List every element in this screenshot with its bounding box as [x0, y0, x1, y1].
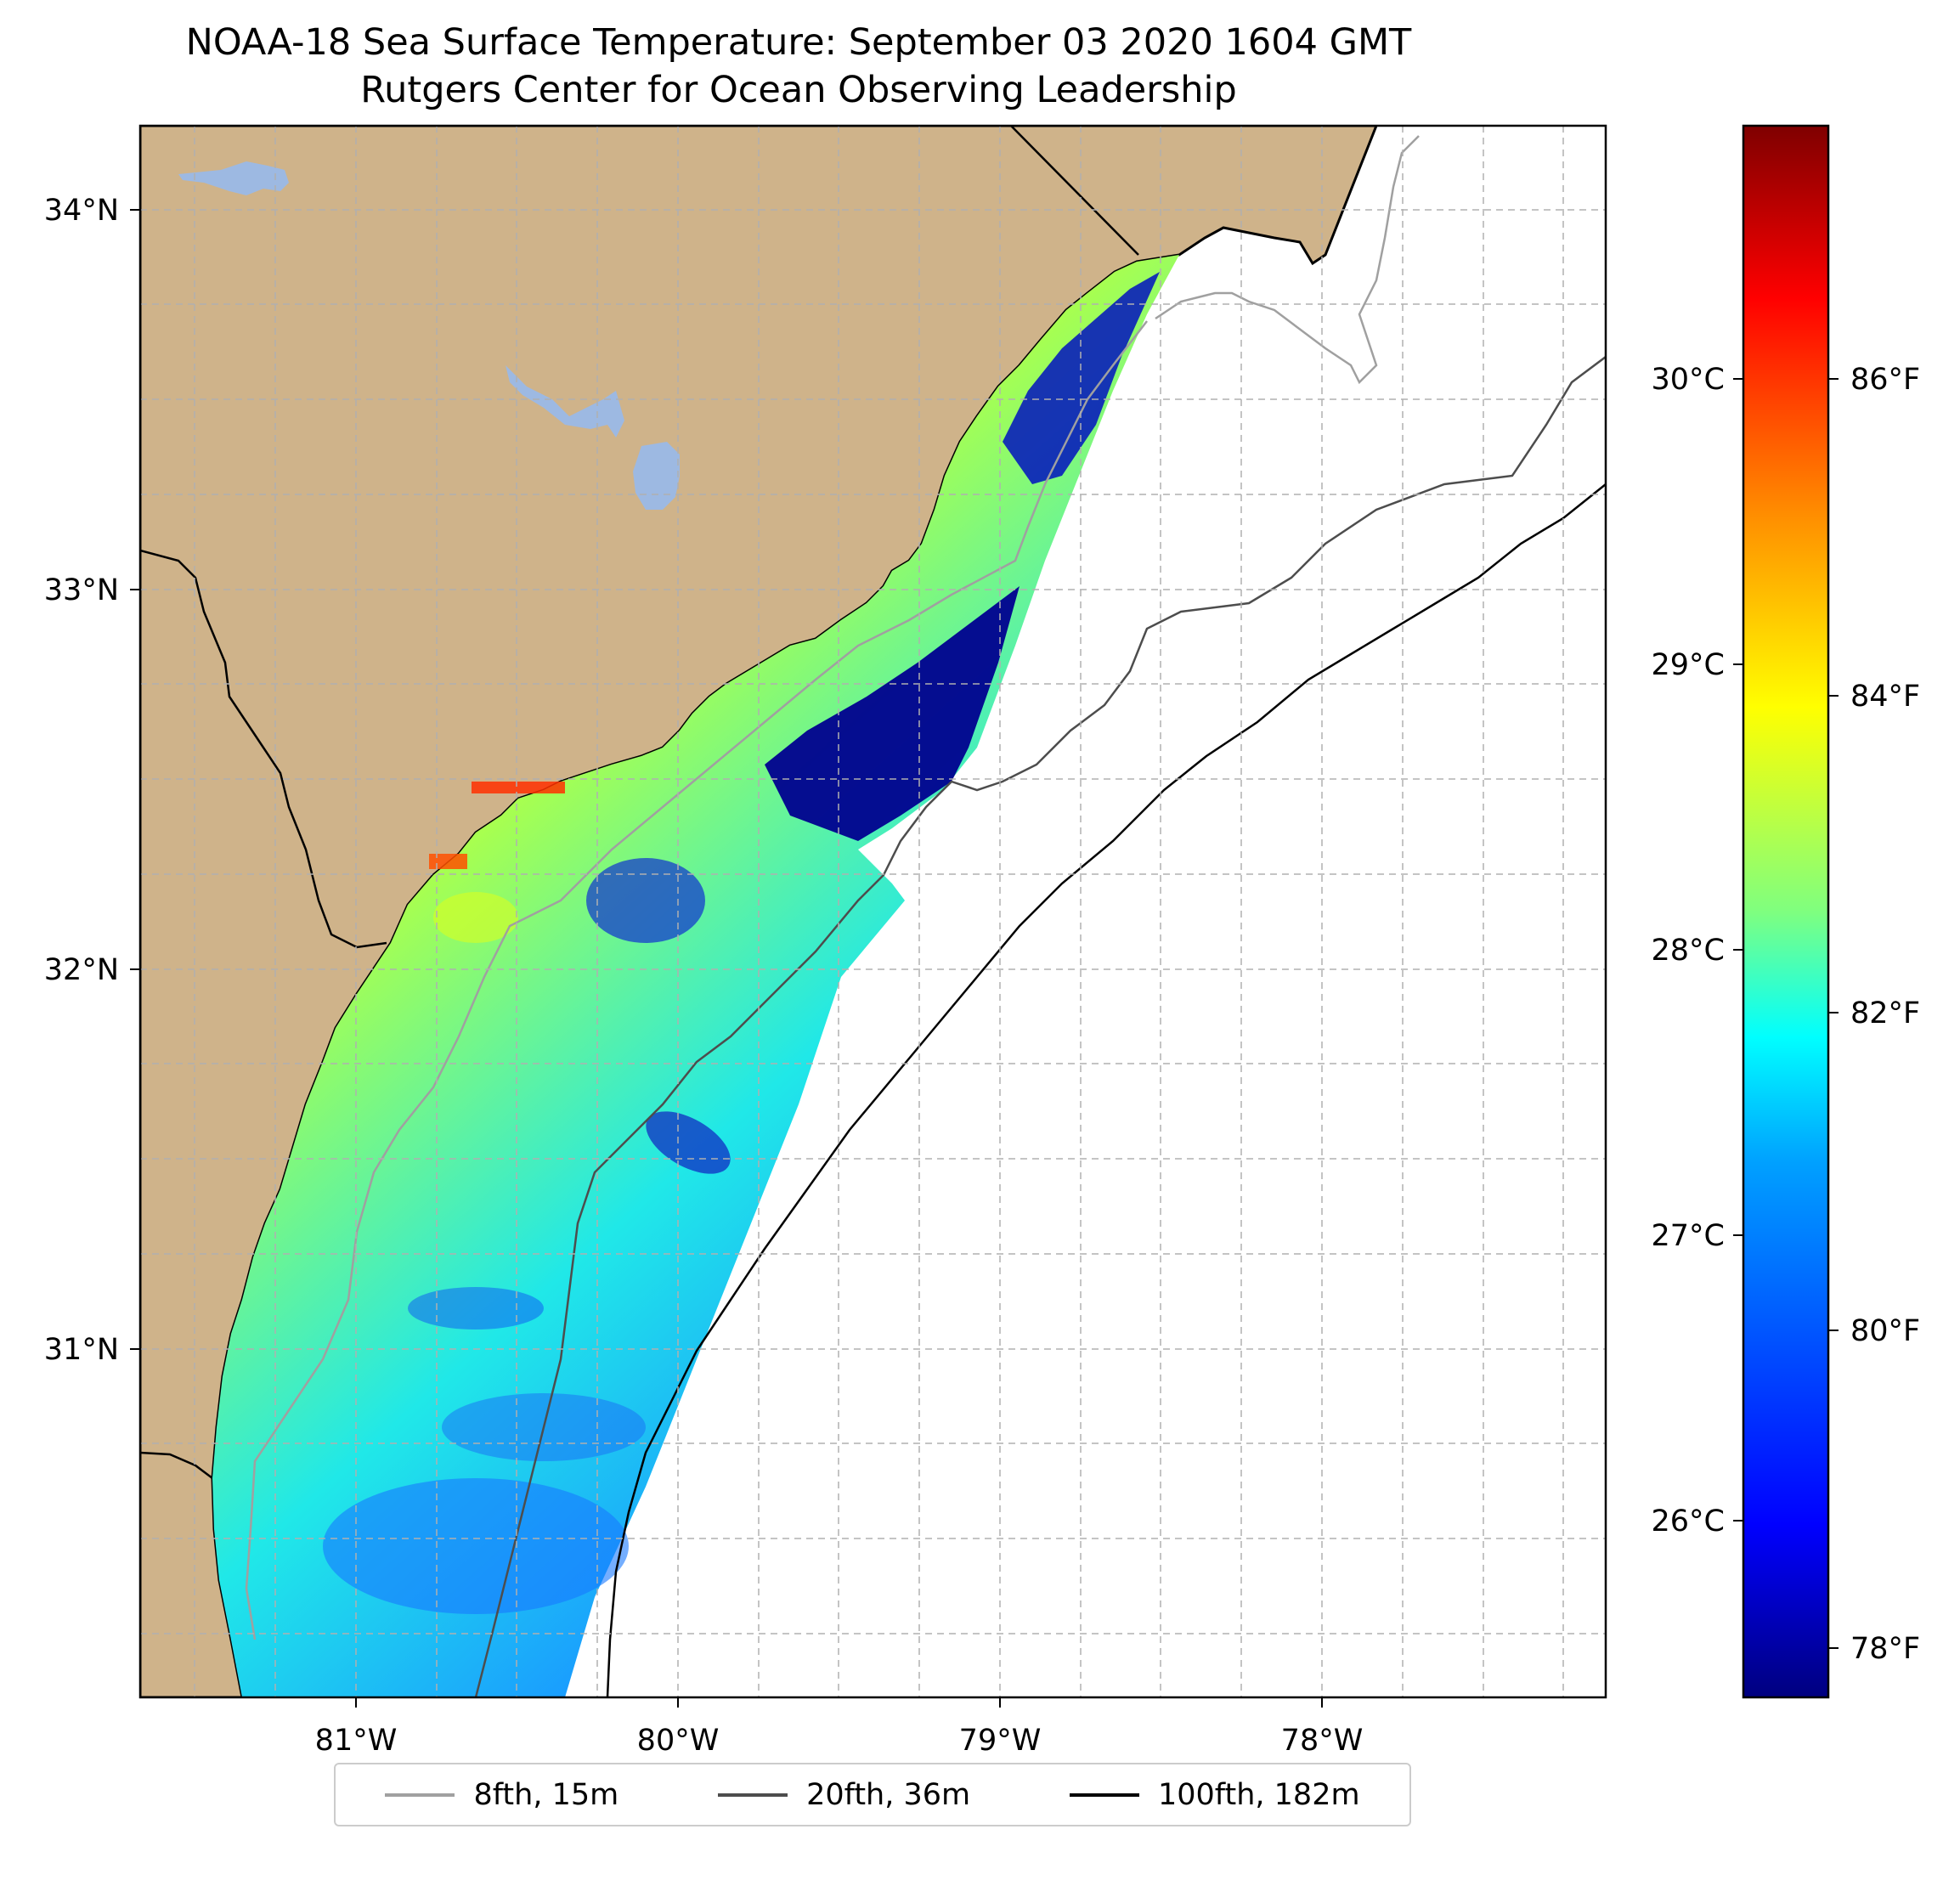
y-tick-label: 33°N [44, 573, 119, 607]
y-tick-label: 32°N [44, 953, 119, 987]
colorbar-c-label: 28°C [1652, 934, 1725, 968]
lake-upper [178, 161, 289, 195]
isobath-20fth [474, 356, 1606, 1697]
isobath-legend: 8fth, 15m 20fth, 36m 100fth, 182m [334, 1763, 1411, 1826]
sst-swath [212, 255, 1179, 1697]
colorbar-f-label: 82°F [1850, 996, 1920, 1030]
legend-item-8fth: 8fth, 15m [385, 1778, 619, 1812]
map-title: NOAA-18 Sea Surface Temperature: Septemb… [0, 19, 1597, 114]
legend-item-20fth: 20fth, 36m [718, 1778, 970, 1812]
x-tick-label: 79°W [959, 1724, 1042, 1758]
legend-label-20fth: 20fth, 36m [806, 1777, 971, 1812]
isobath-8fth [245, 320, 1148, 1640]
legend-label-8fth: 8fth, 15m [473, 1777, 619, 1812]
legend-swatch-8fth [385, 1792, 455, 1797]
nc-sc-border [1010, 126, 1139, 256]
legend-swatch-100fth [1069, 1792, 1139, 1797]
colorbar-c-label: 29°C [1652, 648, 1725, 682]
legend-item-100fth: 100fth, 182m [1069, 1777, 1360, 1812]
sst-warm-nearshore [433, 892, 518, 943]
lake-marion [506, 365, 624, 438]
x-tick-label: 78°W [1281, 1724, 1364, 1758]
y-tick-label: 34°N [44, 194, 119, 228]
river-savannah [140, 1451, 213, 1479]
legend-label-100fth: 100fth, 182m [1157, 1777, 1360, 1812]
x-axis-ticks [355, 1697, 1323, 1708]
gridlines [140, 126, 1606, 1697]
title-line-2: Rutgers Center for Ocean Observing Leade… [360, 69, 1237, 111]
colorbar-f-label: 84°F [1850, 680, 1920, 714]
title-line-1: NOAA-18 Sea Surface Temperature: Septemb… [185, 21, 1412, 64]
sst-cool-patch-2 [323, 1478, 629, 1614]
sst-cool-patch-1 [408, 1287, 544, 1330]
sst-cold-eddy-2 [646, 1111, 731, 1174]
x-tick-label: 80°W [637, 1724, 720, 1758]
x-tick-label: 81°W [315, 1724, 398, 1758]
colorbar-f-label: 86°F [1850, 363, 1920, 397]
legend-swatch-20fth [718, 1792, 788, 1797]
colorbar-c-label: 26°C [1652, 1505, 1725, 1538]
colorbar-f-label: 78°F [1850, 1632, 1920, 1666]
colorbar-f-label: 80°F [1850, 1314, 1920, 1348]
lake-moultrie [633, 442, 680, 510]
sst-cold-offshore [765, 586, 1020, 841]
sst-cold-eddy-1 [586, 858, 705, 943]
isobath-100fth [606, 483, 1606, 1697]
y-tick-label: 31°N [44, 1333, 119, 1367]
isobath-8fth-north [1155, 135, 1420, 385]
map-frame [138, 124, 1607, 1699]
y-axis-ticks [130, 209, 140, 1350]
colorbar-c-label: 30°C [1652, 363, 1725, 397]
colorbar-fahrenheit-ticks [1828, 378, 1839, 1649]
colorbar-celsius-ticks [1733, 378, 1743, 1522]
sst-hot-spot [472, 782, 565, 793]
map-area [140, 126, 1606, 1697]
sc-ga-border [140, 549, 387, 949]
colorbar-c-label: 27°C [1652, 1219, 1725, 1253]
sst-hot-spot-2 [429, 854, 467, 869]
colorbar [1742, 124, 1830, 1699]
